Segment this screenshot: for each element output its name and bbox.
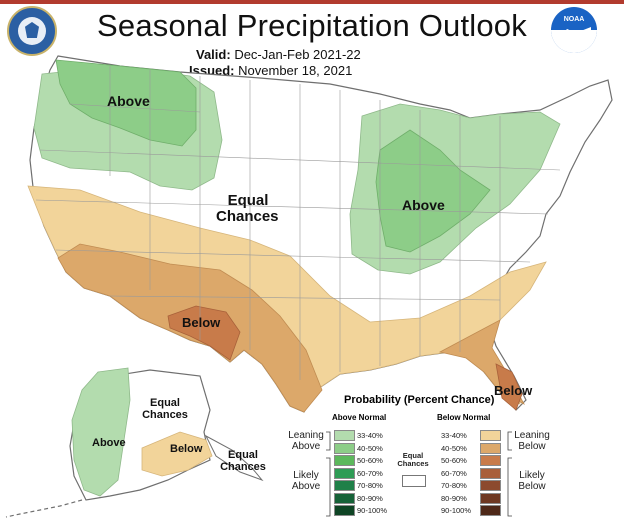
legend-leaning-below-line2: Below xyxy=(518,441,546,452)
legend-above-label: 40-50% xyxy=(357,443,383,453)
valid-line: Valid: Dec-Jan-Feb 2021-22 xyxy=(196,47,361,62)
label-above-northwest: Above xyxy=(107,93,150,109)
legend-leaning-above-line1: Leaning xyxy=(288,430,324,441)
legend-equal-line2: Chances xyxy=(397,459,429,469)
legend-leaning-below-line1: Leaning xyxy=(514,430,550,441)
label-alaska-above: Above xyxy=(92,437,126,449)
legend-likely-above-line1: Likely xyxy=(293,470,319,481)
legend-below-label: 60-70% xyxy=(441,468,467,478)
legend-above-swatch xyxy=(334,455,355,466)
fl-below-50-60 xyxy=(495,363,523,411)
label-equal-center: Equal Chances xyxy=(216,192,279,225)
legend-equal-line1: Equal xyxy=(402,451,424,460)
legend-likely-below-line1: Likely xyxy=(519,470,545,481)
legend-equal-chances: Equal Chances xyxy=(392,451,434,469)
label-equal-center-line1: Equal xyxy=(227,192,269,209)
east-above-40-50 xyxy=(375,129,491,253)
label-hawaii-equal-line1: Equal xyxy=(228,449,258,461)
aleutian-chain xyxy=(5,499,83,518)
legend-above-swatch xyxy=(334,492,355,504)
legend-title: Probability (Percent Chance) xyxy=(344,394,495,406)
label-hawaii-equal-line2: Chances xyxy=(220,460,266,473)
label-below-florida: Below xyxy=(494,383,533,398)
label-alaska-equal-line1: Equal xyxy=(150,397,180,409)
legend-above-label: 33-40% xyxy=(357,431,383,440)
label-hawaii-equal: Equal Chances xyxy=(218,449,268,473)
legend-above-swatch xyxy=(334,505,355,516)
label-above-east: Above xyxy=(402,197,445,213)
state-boundaries xyxy=(35,66,561,380)
legend-below-swatch xyxy=(480,467,501,479)
legend-likely-above-line2: Above xyxy=(291,481,321,492)
legend-below-label: 33-40% xyxy=(441,431,467,440)
noaa-logo-icon: NOAA xyxy=(551,7,597,53)
legend-above-swatch xyxy=(334,480,355,491)
legend-below-label: 80-90% xyxy=(441,493,467,503)
alaska-above xyxy=(71,367,131,497)
issued-value: November 18, 2021 xyxy=(238,63,353,78)
legend-below-swatch xyxy=(480,480,501,491)
legend-likely-below-line2: Below xyxy=(518,481,546,492)
legend-below-label: 90-100% xyxy=(441,506,472,515)
top-border xyxy=(0,0,624,4)
legend-below-label: 50-60% xyxy=(441,456,467,465)
legend-above-header: Above Normal xyxy=(332,413,387,422)
legend-leaning-above: Leaning Above xyxy=(284,430,328,452)
legend-below-label: 40-50% xyxy=(441,443,467,453)
legend-below-swatch xyxy=(480,455,501,466)
legend-leaning-below: Leaning Below xyxy=(510,430,554,452)
label-alaska-equal: Equal Chances xyxy=(140,397,190,421)
legend-above-label: 90-100% xyxy=(357,506,388,515)
legend-above-swatch xyxy=(334,442,355,454)
legend-equal-swatch xyxy=(402,475,426,487)
legend-below-swatch xyxy=(480,442,501,454)
legend-above-swatch xyxy=(334,430,355,441)
alaska-panhandle xyxy=(204,434,264,482)
noaa-logo-text: NOAA xyxy=(563,16,585,23)
label-below-southwest: Below xyxy=(182,315,221,330)
alaska-below xyxy=(141,431,213,477)
legend-below-swatch xyxy=(480,492,501,504)
legend-leaning-above-line2: Above xyxy=(291,441,321,452)
sw-below-50-60 xyxy=(167,305,241,361)
legend-below-header: Below Normal xyxy=(437,413,491,422)
nw-above-40-50 xyxy=(55,59,197,147)
label-alaska-equal-line2: Chances xyxy=(142,408,188,421)
legend-below-swatch xyxy=(480,505,501,516)
valid-label: Valid: xyxy=(196,47,231,62)
legend-above-label: 80-90% xyxy=(357,493,383,503)
legend-above-label: 70-80% xyxy=(357,481,383,490)
legend-likely-below: Likely Below xyxy=(510,470,554,492)
page-title: Seasonal Precipitation Outlook xyxy=(97,8,527,43)
commerce-seal-icon xyxy=(7,6,57,56)
legend-below-label: 70-80% xyxy=(441,481,467,490)
valid-value: Dec-Jan-Feb 2021-22 xyxy=(234,47,361,62)
legend-above-label: 50-60% xyxy=(357,456,383,465)
label-equal-center-line2: Chances xyxy=(216,207,279,225)
legend-above-swatch xyxy=(334,467,355,479)
legend-likely-above: Likely Above xyxy=(284,470,328,492)
legend-below-swatch xyxy=(480,430,501,441)
legend-above-label: 60-70% xyxy=(357,468,383,478)
label-alaska-below: Below xyxy=(170,443,203,455)
